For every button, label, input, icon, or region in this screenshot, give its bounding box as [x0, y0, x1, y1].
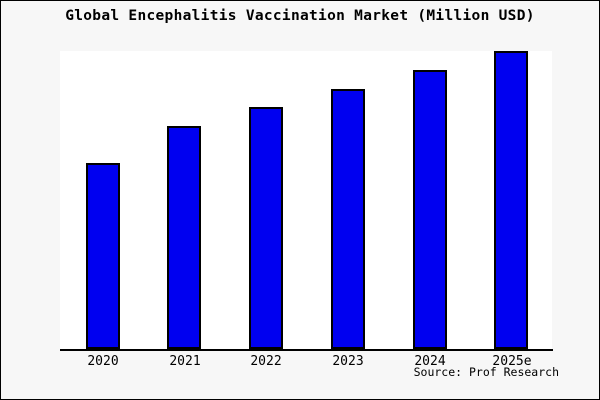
x-tick-label-2020: 2020: [87, 354, 119, 369]
bar-2021: [167, 126, 201, 349]
bar-2020: [86, 163, 120, 349]
x-tick-label-2022: 2022: [250, 354, 282, 369]
x-tick-label-2023: 2023: [332, 354, 364, 369]
chart-title: Global Encephalitis Vaccination Market (…: [65, 8, 535, 24]
bar-2022: [249, 107, 283, 349]
x-tick-label-2024: 2024: [414, 354, 446, 369]
x-tick-label-2025e: 2025e: [492, 354, 532, 369]
bar-2025e: [494, 51, 528, 349]
bar-2024: [413, 70, 447, 349]
plot-area: [60, 51, 552, 349]
bar-2023: [331, 89, 365, 349]
x-tick-label-2021: 2021: [169, 354, 201, 369]
x-axis-line: [60, 349, 553, 351]
source-credit: Source: Prof Research: [413, 365, 559, 379]
